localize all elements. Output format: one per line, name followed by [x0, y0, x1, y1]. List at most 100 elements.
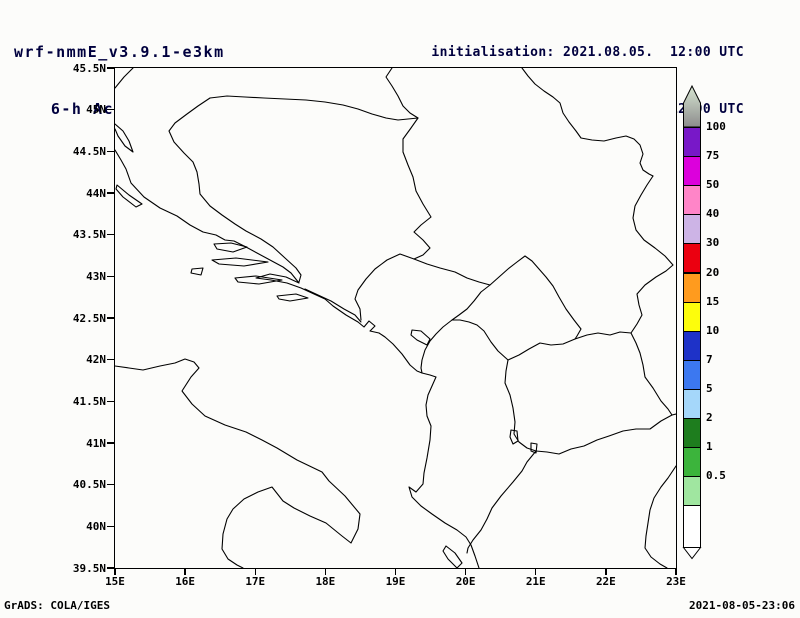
- lat-tick-label: 42.5N: [72, 311, 106, 325]
- balkans-map: [115, 68, 676, 568]
- colorbar-level-label: 50: [706, 178, 720, 192]
- colorbar-level-label: 1: [706, 440, 713, 454]
- lon-tick-mark: [324, 568, 327, 575]
- colorbar-segment: [683, 418, 701, 449]
- lake-ohrid: [509, 429, 519, 445]
- lat-tick-label: 44.5N: [72, 144, 106, 158]
- colorbar-segment: [683, 388, 701, 419]
- border-croatia-bosnia-south: [304, 288, 362, 323]
- lat-tick-mark: [107, 275, 114, 278]
- lat-tick-label: 45.5N: [72, 61, 106, 75]
- island-dugi-otok: [115, 184, 143, 208]
- lat-tick-mark: [107, 567, 114, 569]
- lat-tick-mark: [107, 358, 114, 361]
- lon-tick-mark: [535, 568, 537, 575]
- colorbar-segment: [683, 505, 701, 549]
- border-montenegro-albania: [420, 319, 453, 374]
- colorbar-level-label: 20: [706, 265, 720, 279]
- lat-tick-mark: [107, 400, 114, 403]
- colorbar-level-label: 7: [706, 352, 713, 366]
- colorbar-segment: [683, 156, 701, 187]
- colorbar-level-label: 10: [706, 323, 720, 337]
- lon-tick-mark: [605, 568, 607, 575]
- colorbar-level-label: 75: [706, 149, 720, 163]
- lat-tick-mark: [107, 150, 114, 153]
- colorbar-segment: [683, 214, 701, 245]
- colorbar-segment: [683, 185, 701, 216]
- model-version-title: wrf-nmmE_v3.9.1-e3km: [14, 43, 225, 61]
- lat-tick-mark: [107, 317, 114, 319]
- lat-tick-label: 43.5N: [72, 228, 106, 242]
- lon-tick-label: 17E: [245, 575, 266, 588]
- lat-tick-mark: [107, 525, 114, 528]
- colorbar-segment: [683, 447, 701, 478]
- coastline-adriatic-balkan: [115, 149, 480, 568]
- colorbar-level-label: 5: [706, 381, 713, 395]
- island-vis: [190, 267, 204, 276]
- border-macedonia-bulgaria: [630, 332, 673, 416]
- island-korcula: [234, 275, 283, 285]
- lat-tick-label: 41N: [86, 436, 106, 450]
- lon-tick-label: 21E: [525, 575, 546, 588]
- lat-tick-label: 40N: [86, 519, 106, 533]
- lat-tick-label: 39.5N: [72, 561, 106, 575]
- border-serbia-montenegro: [413, 258, 491, 286]
- lat-tick-mark: [107, 233, 114, 236]
- map-coastlines: [115, 123, 676, 568]
- colorbar-segment: [683, 476, 701, 507]
- border-albania-macedonia: [504, 359, 537, 452]
- colorbar-level-label: 0.5: [706, 469, 726, 483]
- lon-tick-label: 22E: [595, 575, 616, 588]
- lake-prespa: [530, 442, 538, 454]
- lon-tick-label: 16E: [175, 575, 196, 588]
- grads-credit: GrADS: COLA/IGES: [4, 599, 110, 612]
- island-corfu: [442, 545, 463, 568]
- island-mljet: [276, 293, 309, 302]
- colorbar-level-label: 15: [706, 294, 720, 308]
- lake-skadar: [410, 329, 431, 346]
- lat-tick-mark: [107, 483, 114, 486]
- colorbar-segment: [683, 272, 701, 303]
- lon-tick-label: 19E: [385, 575, 406, 588]
- map-lakes: [410, 329, 538, 454]
- colorbar-level-label: 30: [706, 236, 720, 250]
- border-kosovo-macedonia: [507, 338, 576, 361]
- border-croatia-bosnia-west: [168, 97, 302, 283]
- lat-tick-mark: [107, 442, 114, 444]
- colorbar-segment: [683, 127, 701, 158]
- creation-timestamp: 2021-08-05-23:06: [689, 599, 795, 612]
- lon-tick-mark: [114, 568, 116, 575]
- colorbar-segment: [683, 359, 701, 390]
- colorbar-level-label: 2: [706, 411, 713, 424]
- border-serbia-romania: [521, 68, 654, 177]
- border-kosovo-albania: [451, 319, 509, 361]
- map-frame: [114, 67, 677, 569]
- colorbar-level-label: 100: [706, 120, 726, 133]
- border-croatia-serbia: [385, 68, 419, 119]
- coastline-italy: [115, 358, 361, 568]
- lat-tick-mark: [107, 67, 114, 69]
- lon-tick-mark: [464, 568, 467, 575]
- initialisation-time: initialisation: 2021.08.05. 12:00 UTC: [431, 45, 744, 60]
- border-kosovo-serbia: [489, 255, 582, 340]
- border-bosnia-north-sava: [209, 95, 419, 121]
- lat-tick-label: 41.5N: [72, 394, 106, 408]
- border-macedonia-greece: [535, 414, 673, 455]
- border-serbia-bulgaria: [630, 175, 674, 334]
- island-brac: [213, 242, 248, 253]
- border-albania-greece: [466, 450, 537, 554]
- lon-tick-mark: [254, 568, 256, 575]
- lon-tick-label: 15E: [105, 575, 125, 588]
- island-hvar: [211, 257, 269, 267]
- lat-tick-label: 43N: [86, 269, 106, 283]
- lon-tick-label: 23E: [666, 575, 686, 588]
- map-borders: [115, 68, 676, 554]
- lat-tick-mark: [107, 108, 114, 111]
- lon-tick-mark: [675, 568, 677, 575]
- lon-tick-label: 20E: [455, 575, 476, 588]
- border-bosnia-montenegro: [354, 253, 415, 321]
- colorbar-over-arrow: [683, 84, 701, 128]
- border-bosnia-serbia-drina: [402, 117, 432, 260]
- border-slovenia-croatia: [115, 68, 134, 89]
